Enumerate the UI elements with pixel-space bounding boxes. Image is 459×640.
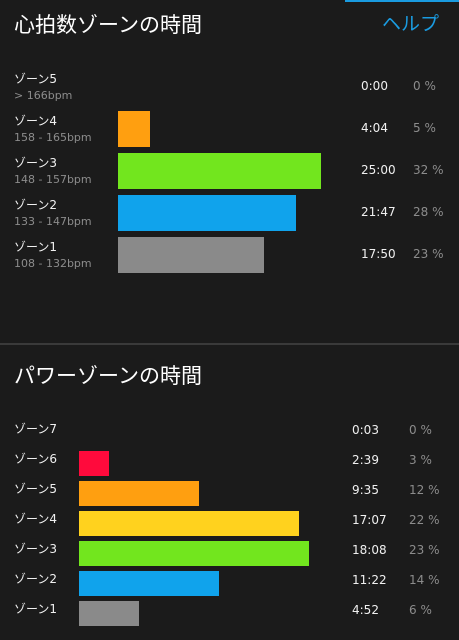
zone-time: 18:08	[352, 543, 387, 557]
zone-name: ゾーン1	[14, 602, 58, 616]
zone-bar	[79, 481, 199, 506]
zone-time: 11:22	[352, 573, 387, 587]
zone-bar	[118, 237, 264, 273]
tab-indicator	[345, 0, 459, 2]
zone-percent: 23 %	[413, 247, 444, 261]
zone-name: ゾーン4	[14, 114, 58, 128]
zone-time: 0:00	[361, 79, 388, 93]
zone-name: ゾーン5	[14, 72, 58, 86]
zone-time: 21:47	[361, 205, 396, 219]
zone-name: ゾーン1	[14, 240, 58, 254]
zone-bar	[79, 511, 299, 536]
zone-bar	[79, 571, 219, 596]
zone-percent: 0 %	[413, 79, 436, 93]
zone-time: 17:50	[361, 247, 396, 261]
zone-time: 4:52	[352, 603, 379, 617]
zone-bar	[118, 153, 321, 189]
zone-name: ゾーン3	[14, 542, 58, 556]
zone-range: 108 - 132bpm	[14, 257, 92, 270]
zone-range: 148 - 157bpm	[14, 173, 92, 186]
zone-percent: 14 %	[409, 573, 440, 587]
zone-percent: 3 %	[409, 453, 432, 467]
zone-name: ゾーン2	[14, 572, 58, 586]
zone-name: ゾーン3	[14, 156, 58, 170]
zone-bar	[79, 451, 109, 476]
zone-time: 17:07	[352, 513, 387, 527]
zone-time: 0:03	[352, 423, 379, 437]
zone-percent: 0 %	[409, 423, 432, 437]
zone-bar	[79, 601, 139, 626]
zone-percent: 5 %	[413, 121, 436, 135]
zone-percent: 6 %	[409, 603, 432, 617]
hr-title: 心拍数ゾーンの時間	[14, 13, 202, 37]
zone-range: 133 - 147bpm	[14, 215, 92, 228]
zone-name: ゾーン6	[14, 452, 58, 466]
zone-range: > 166bpm	[14, 89, 73, 102]
zone-bar	[118, 111, 150, 147]
help-link[interactable]: ヘルプ	[381, 13, 439, 35]
zone-time: 9:35	[352, 483, 379, 497]
zone-time: 2:39	[352, 453, 379, 467]
zone-time: 4:04	[361, 121, 388, 135]
zone-name: ゾーン5	[14, 482, 58, 496]
zone-time: 25:00	[361, 163, 396, 177]
zone-name: ゾーン4	[14, 512, 58, 526]
zone-name: ゾーン2	[14, 198, 58, 212]
power-title: パワーゾーンの時間	[14, 364, 202, 388]
zone-bar	[118, 195, 296, 231]
zone-bar	[79, 541, 309, 566]
zone-range: 158 - 165bpm	[14, 131, 92, 144]
zone-percent: 23 %	[409, 543, 440, 557]
zone-percent: 22 %	[409, 513, 440, 527]
separator	[0, 343, 459, 345]
zone-percent: 28 %	[413, 205, 444, 219]
zone-percent: 32 %	[413, 163, 444, 177]
zone-name: ゾーン7	[14, 422, 58, 436]
zone-percent: 12 %	[409, 483, 440, 497]
